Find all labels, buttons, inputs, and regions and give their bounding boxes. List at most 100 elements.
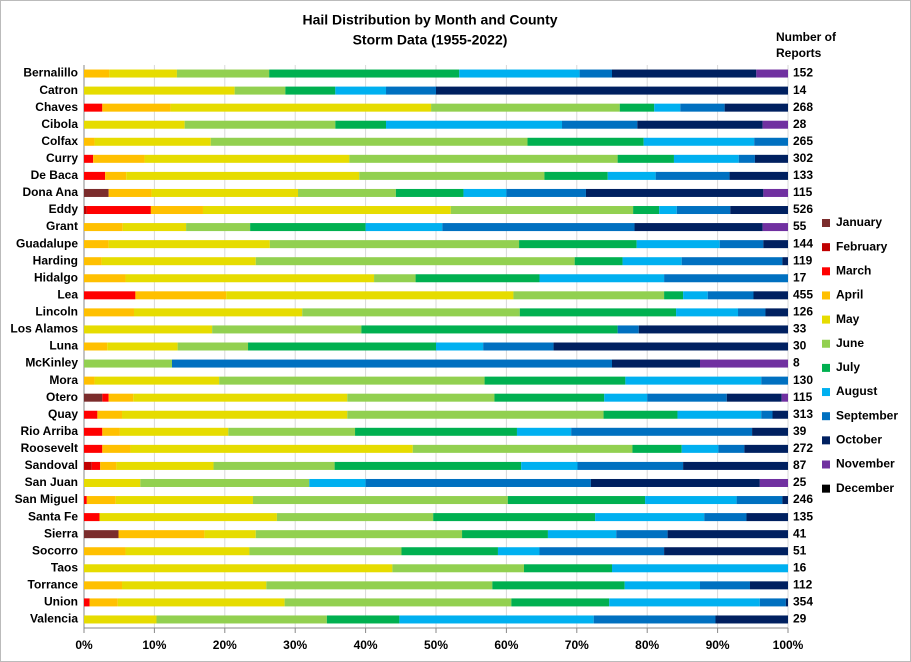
bar-segment — [84, 120, 185, 129]
category-label: Colfax — [41, 134, 78, 148]
category-label: Roosevelt — [21, 441, 78, 455]
bar-segment — [442, 223, 635, 232]
bar-segment — [622, 257, 682, 266]
bar-segment — [94, 376, 220, 385]
bar-segment — [89, 598, 118, 607]
legend-label: July — [836, 360, 860, 374]
bar-segment — [431, 103, 620, 112]
bar-segment — [266, 581, 493, 590]
bar-segment — [612, 359, 700, 368]
bar-segment — [252, 496, 508, 505]
category-label: Chaves — [35, 100, 78, 114]
category-label: Dona Ana — [22, 185, 78, 199]
bar-segment — [571, 427, 753, 436]
bar-segment — [170, 103, 432, 112]
count-label: 33 — [793, 322, 807, 336]
bar-segment — [84, 615, 157, 624]
count-label: 135 — [793, 509, 813, 523]
bar-segment — [117, 598, 285, 607]
bar-segment — [643, 137, 755, 146]
bar-segment — [392, 564, 524, 573]
bar-segment — [749, 581, 788, 590]
bar-segment — [659, 206, 677, 215]
bar-segment — [736, 496, 783, 505]
bar-segment — [84, 478, 141, 487]
bar-segment — [108, 393, 134, 402]
bar-segment — [99, 513, 277, 522]
bar-segment — [676, 308, 739, 317]
bar-segment — [604, 393, 648, 402]
bar-segment — [507, 496, 646, 505]
bar-segment — [781, 393, 788, 402]
count-label: 130 — [793, 373, 813, 387]
bar-segment — [513, 291, 665, 300]
bar-segment — [349, 154, 618, 163]
category-label: Grant — [46, 219, 78, 233]
bar-segment — [84, 530, 119, 539]
count-label: 41 — [793, 526, 807, 540]
legend-swatch — [822, 460, 830, 469]
bar-segment — [386, 120, 563, 129]
bar-segment — [133, 393, 348, 402]
bar-segment — [585, 188, 764, 197]
bar-segment — [93, 154, 145, 163]
legend-swatch — [822, 315, 830, 324]
bar-segment — [84, 564, 393, 573]
category-label: Quay — [48, 407, 78, 421]
bar-segment — [719, 240, 764, 249]
bar-segment — [84, 103, 103, 112]
bar-segment — [718, 444, 745, 453]
x-tick-label: 20% — [213, 638, 237, 652]
bar-segment — [84, 461, 92, 470]
bar-segment — [637, 120, 763, 129]
bar-segment — [94, 137, 211, 146]
count-label: 112 — [793, 578, 813, 592]
legend-label: August — [836, 384, 877, 398]
count-label: 29 — [793, 612, 807, 626]
legend-label: October — [836, 433, 882, 447]
bar-segment — [84, 188, 109, 197]
bar-segment — [547, 530, 617, 539]
bar-segment — [177, 342, 249, 351]
x-tick-label: 10% — [142, 638, 166, 652]
bar-segment — [84, 206, 87, 215]
bar-segment — [84, 240, 109, 249]
bar-segment — [617, 325, 639, 334]
category-label: Sandoval — [25, 458, 78, 472]
bar-segment — [677, 410, 762, 419]
bar-segment — [84, 171, 106, 180]
bar-segment — [761, 376, 788, 385]
count-label: 455 — [793, 287, 813, 301]
bar-segment — [459, 69, 580, 78]
category-label: Valencia — [30, 612, 78, 626]
count-label: 30 — [793, 339, 807, 353]
bar-segment — [553, 342, 788, 351]
bar-segment — [655, 171, 730, 180]
bar-segment — [681, 257, 783, 266]
bar-segment — [746, 513, 788, 522]
bar-segment — [102, 444, 131, 453]
count-label: 87 — [793, 458, 807, 472]
bar-segment — [84, 359, 172, 368]
x-tick-label: 60% — [494, 638, 518, 652]
bar-segment — [782, 496, 788, 505]
bar-segment — [524, 564, 612, 573]
bar-segment — [724, 103, 788, 112]
bar-segment — [647, 393, 727, 402]
bar-segment — [86, 496, 116, 505]
bar-segment — [386, 86, 436, 95]
legend-swatch — [822, 363, 830, 372]
bar-segment — [638, 325, 788, 334]
legend-swatch — [822, 243, 830, 252]
bar-segment — [738, 154, 755, 163]
bar-segment — [84, 376, 95, 385]
bar-segment — [97, 410, 123, 419]
bar-segment — [84, 393, 103, 402]
bar-segment — [401, 547, 498, 556]
bar-segment — [122, 581, 267, 590]
bar-segment — [574, 257, 623, 266]
bar-segment — [108, 188, 152, 197]
category-label: Santa Fe — [28, 509, 78, 523]
count-label: 526 — [793, 202, 813, 216]
bar-segment — [84, 274, 126, 283]
